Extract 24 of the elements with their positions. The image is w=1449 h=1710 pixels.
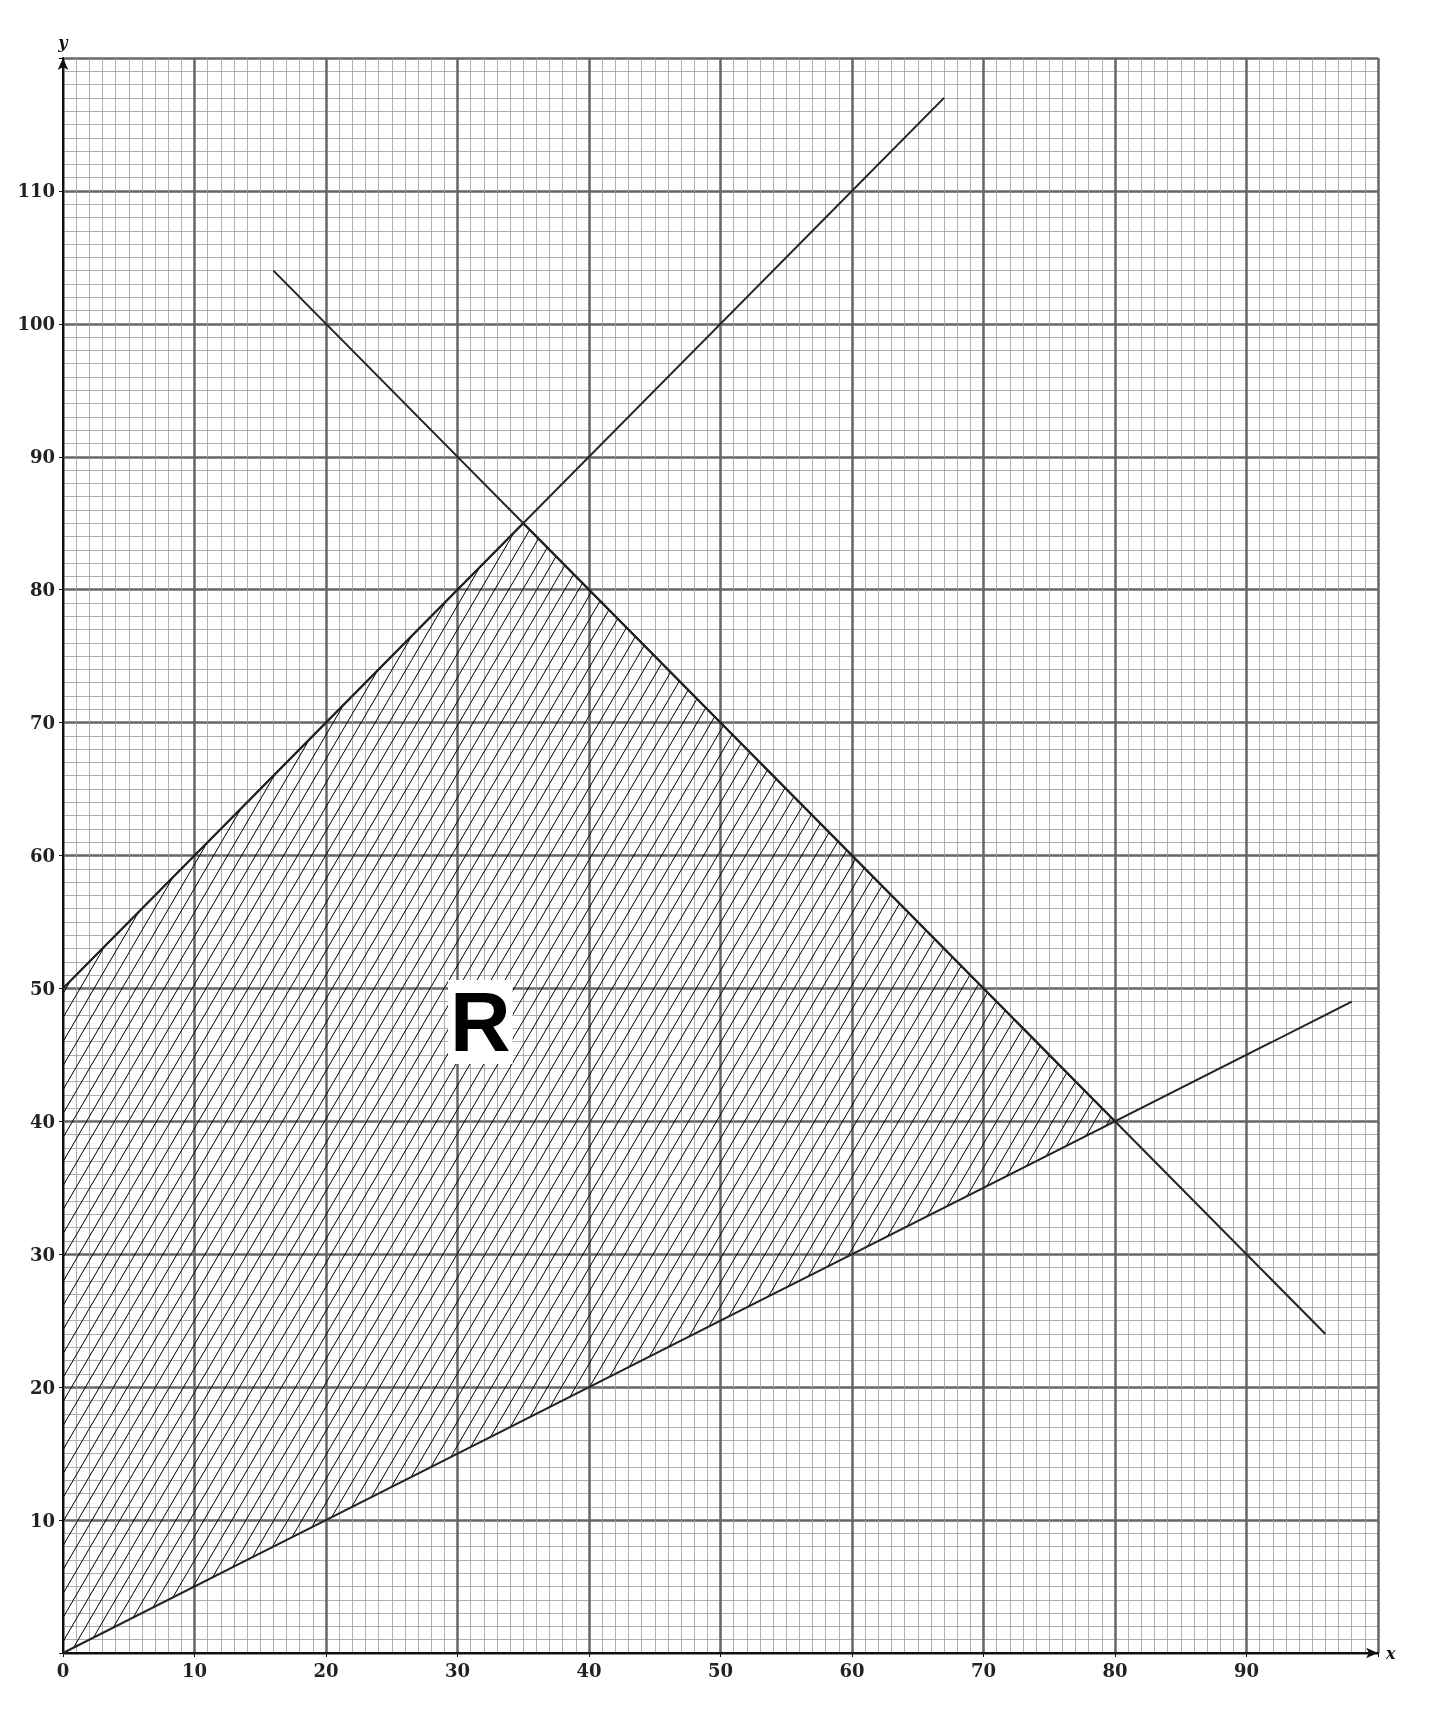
y-tick-label: 30 [29, 1243, 55, 1265]
x-tick-label: 10 [181, 1659, 208, 1681]
x-tick-label: 0 [56, 1659, 70, 1681]
x-tick-label: 90 [1233, 1659, 1260, 1681]
y-tick-label: 100 [17, 313, 55, 335]
y-tick-label: 70 [29, 712, 55, 734]
y-tick-label: 110 [17, 180, 55, 202]
x-tick-label: 30 [444, 1659, 471, 1681]
y-tick-label: 60 [29, 845, 55, 866]
y-tick-label: 80 [29, 579, 55, 601]
y-axis-title: y [57, 32, 70, 52]
annotation: R [450, 975, 511, 1069]
x-tick-label: 70 [970, 1659, 997, 1681]
x-tick-label: 50 [707, 1659, 734, 1681]
y-tick-label: 50 [29, 977, 55, 999]
x-tick-label: 20 [313, 1659, 339, 1681]
y-tick-label: 10 [29, 1509, 55, 1531]
x-tick-label: 40 [576, 1659, 602, 1681]
y-tick-label: 90 [29, 446, 55, 468]
y-tick-label: 40 [29, 1110, 55, 1132]
x-axis-title: x [1385, 1643, 1396, 1663]
y-tick-label: 20 [29, 1376, 55, 1398]
x-tick-label: 80 [1102, 1659, 1128, 1681]
x-tick-label: 60 [839, 1659, 865, 1681]
